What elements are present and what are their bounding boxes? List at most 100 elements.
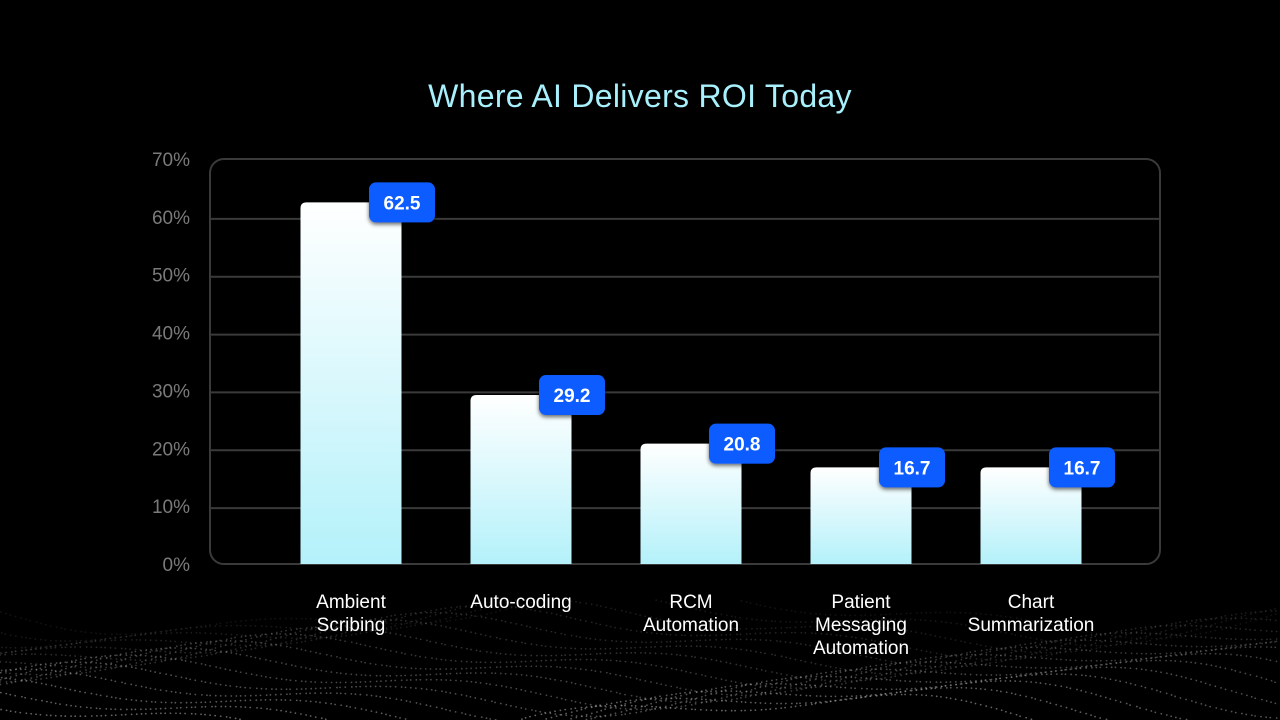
wave-dot (975, 673, 978, 676)
wave-dot (214, 625, 217, 628)
wave-dot (284, 637, 287, 639)
wave-dot (65, 665, 68, 668)
wave-dot (215, 640, 218, 643)
wave-dot (35, 713, 37, 716)
wave-dot (285, 634, 288, 637)
wave-dot (19, 711, 22, 714)
wave-dot (1104, 639, 1107, 642)
wave-dot (1119, 641, 1122, 643)
wave-dot (220, 650, 222, 653)
wave-dot (829, 613, 832, 616)
wave-dot (1084, 645, 1087, 647)
wave-dot (449, 672, 452, 675)
wave-dot (914, 618, 917, 621)
wave-dot (1034, 641, 1037, 644)
wave-dot (764, 693, 767, 696)
wave-dot (330, 654, 333, 657)
wave-dot (1140, 641, 1143, 644)
wave-dot (55, 673, 57, 676)
wave-dot (200, 651, 202, 654)
wave-dot (294, 665, 297, 668)
wave-dot (1115, 643, 1118, 646)
wave-dot (30, 680, 33, 683)
wave-dot (1245, 621, 1248, 624)
wave-dot (639, 698, 642, 701)
wave-dot (804, 611, 807, 614)
wave-dot (484, 634, 487, 637)
wave-dot (54, 663, 57, 666)
wave-dot (1060, 639, 1062, 641)
wave-dot (1229, 647, 1232, 650)
wave-dot (560, 654, 563, 657)
wave-dot (205, 648, 208, 651)
wave-dot (185, 706, 188, 709)
wave-dot (145, 649, 147, 652)
wave-dot (839, 669, 842, 672)
wave-dot (244, 686, 247, 689)
wave-dot (369, 645, 371, 648)
wave-dot (1155, 632, 1158, 635)
wave-dot (330, 702, 333, 705)
wave-dot (39, 663, 42, 666)
wave-dot (1135, 658, 1137, 661)
wave-dot (804, 625, 807, 628)
wave-dot (784, 690, 787, 693)
wave-dot (790, 609, 793, 612)
wave-dot (1230, 653, 1232, 656)
wave-dot (594, 638, 597, 641)
wave-dot (1020, 655, 1023, 658)
wave-dot (1174, 716, 1177, 719)
wave-dot (360, 630, 363, 632)
wave-dot (219, 667, 222, 669)
wave-dot (969, 612, 971, 615)
wave-dot (160, 701, 163, 704)
wave-dot (229, 700, 232, 703)
wave-dot (534, 609, 537, 612)
wave-dot (459, 605, 462, 608)
wave-dot (556, 696, 558, 699)
wave-dot (1075, 628, 1078, 631)
wave-dot (979, 687, 982, 690)
wave-dot (630, 694, 633, 697)
wave-dot (1030, 696, 1033, 699)
wave-dot (905, 661, 908, 663)
wave-dot (1031, 674, 1033, 677)
wave-dot (150, 648, 152, 651)
wave-dot (1214, 622, 1217, 625)
wave-dot (520, 673, 523, 676)
wave-dot (120, 713, 123, 716)
wave-dot (625, 700, 627, 702)
wave-dot (735, 684, 738, 687)
wave-dot (45, 669, 48, 671)
wave-dot (835, 672, 837, 675)
wave-dot (814, 632, 817, 635)
wave-dot (889, 692, 891, 695)
wave-dot (570, 616, 572, 619)
wave-dot (850, 687, 853, 689)
wave-dot (14, 646, 17, 649)
wave-dot (1130, 639, 1133, 642)
wave-dot (1209, 652, 1212, 655)
wave-dot (839, 675, 842, 678)
wave-dot (859, 679, 861, 681)
wave-dot (685, 654, 687, 657)
wave-dot (919, 669, 922, 672)
wave-dot (569, 658, 572, 661)
wave-dot (754, 632, 757, 635)
wave-dot (689, 671, 692, 674)
wave-dot (944, 668, 947, 671)
wave-dot (219, 694, 222, 697)
wave-dot (899, 645, 902, 648)
wave-dot (659, 618, 662, 621)
wave-dot (1154, 652, 1157, 655)
wave-dot (999, 690, 1002, 693)
wave-dot (884, 659, 887, 662)
y-tick-label: 30% (152, 381, 190, 402)
wave-dot (655, 664, 657, 667)
wave-dot (860, 679, 863, 682)
wave-dot (1170, 633, 1173, 636)
wave-dot (109, 646, 112, 649)
wave-dot (179, 651, 182, 654)
wave-dot (1260, 638, 1263, 641)
wave-dot (605, 703, 608, 706)
